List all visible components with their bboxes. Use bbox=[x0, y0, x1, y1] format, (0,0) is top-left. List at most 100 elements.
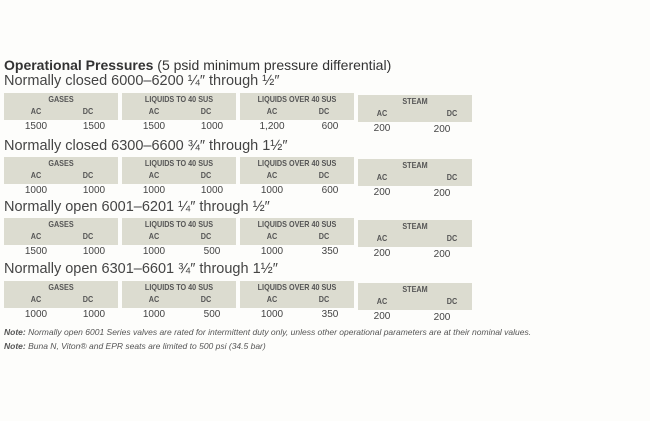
dc-header: DC bbox=[318, 294, 330, 304]
dc-value: 500 bbox=[203, 309, 221, 320]
ac-value: 1000 bbox=[260, 309, 284, 320]
ac-header: AC bbox=[30, 170, 42, 180]
column-group-header: LIQUIDS TO 40 SUS AC DC bbox=[122, 218, 236, 245]
dc-header: DC bbox=[82, 170, 94, 180]
note-1: Note: Normally open 6001 Series valves a… bbox=[4, 327, 531, 337]
ac-value: 1,200 bbox=[259, 121, 285, 132]
dc-header: DC bbox=[318, 170, 330, 180]
dc-header: DC bbox=[318, 106, 330, 116]
group-title: STEAM bbox=[402, 284, 428, 294]
group-title: STEAM bbox=[402, 221, 428, 231]
ac-value: 1000 bbox=[24, 185, 48, 196]
note-text: Buna N, Viton® and EPR seats are limited… bbox=[25, 341, 266, 351]
dc-value: 350 bbox=[321, 309, 339, 320]
group-title: LIQUIDS TO 40 SUS bbox=[144, 158, 214, 168]
group-title: LIQUIDS OVER 40 SUS bbox=[257, 158, 337, 168]
ac-value: 200 bbox=[373, 187, 391, 198]
dc-header: DC bbox=[200, 294, 212, 304]
note-2: Note: Buna N, Viton® and EPR seats are l… bbox=[4, 341, 266, 351]
group-title: LIQUIDS OVER 40 SUS bbox=[257, 94, 337, 104]
section-label: Normally closed 6300–6600 ¾″ through 1½″ bbox=[4, 138, 288, 154]
note-label: Note: bbox=[4, 341, 26, 351]
dc-header: DC bbox=[200, 106, 212, 116]
column-group-header: GASES AC DC bbox=[4, 281, 118, 308]
column-group-header: GASES AC DC bbox=[4, 93, 118, 120]
section-label: Normally closed 6000–6200 ¼″ through ½″ bbox=[4, 73, 280, 89]
dc-value: 200 bbox=[433, 249, 451, 260]
ac-header: AC bbox=[376, 233, 388, 243]
group-title: GASES bbox=[48, 158, 74, 168]
ac-value: 1000 bbox=[142, 185, 166, 196]
ac-header: AC bbox=[376, 108, 388, 118]
ac-value: 200 bbox=[373, 248, 391, 259]
ac-value: 1000 bbox=[24, 309, 48, 320]
note-label: Note: bbox=[4, 327, 26, 337]
dc-value: 600 bbox=[321, 121, 339, 132]
ac-header: AC bbox=[266, 294, 278, 304]
ac-header: AC bbox=[266, 231, 278, 241]
dc-value: 200 bbox=[433, 188, 451, 199]
ac-value: 1500 bbox=[24, 246, 48, 257]
column-group-header: STEAM AC DC bbox=[358, 159, 472, 186]
group-title: STEAM bbox=[402, 160, 428, 170]
ac-header: AC bbox=[266, 170, 278, 180]
ac-value: 1000 bbox=[142, 309, 166, 320]
dc-header: DC bbox=[200, 231, 212, 241]
column-group-header: LIQUIDS OVER 40 SUS AC DC bbox=[240, 93, 354, 120]
dc-header: DC bbox=[82, 231, 94, 241]
group-title: STEAM bbox=[402, 96, 428, 106]
title-bold: Operational Pressures bbox=[4, 57, 154, 73]
group-title: LIQUIDS OVER 40 SUS bbox=[257, 282, 337, 292]
group-title: LIQUIDS TO 40 SUS bbox=[144, 282, 214, 292]
dc-header: DC bbox=[446, 296, 458, 306]
dc-value: 1000 bbox=[200, 121, 224, 132]
dc-value: 350 bbox=[321, 246, 339, 257]
page-title: Operational Pressures (5 psid minimum pr… bbox=[4, 57, 391, 73]
ac-value: 200 bbox=[373, 311, 391, 322]
column-group-header: STEAM AC DC bbox=[358, 220, 472, 247]
column-group-header: LIQUIDS OVER 40 SUS AC DC bbox=[240, 281, 354, 308]
group-title: GASES bbox=[48, 282, 74, 292]
ac-header: AC bbox=[148, 231, 160, 241]
column-group-header: GASES AC DC bbox=[4, 157, 118, 184]
column-group-header: LIQUIDS OVER 40 SUS AC DC bbox=[240, 157, 354, 184]
group-title: GASES bbox=[48, 219, 74, 229]
dc-header: DC bbox=[446, 233, 458, 243]
section-label: Normally open 6301–6601 ¾″ through 1½″ bbox=[4, 261, 278, 277]
ac-header: AC bbox=[30, 106, 42, 116]
ac-value: 200 bbox=[373, 123, 391, 134]
dc-value: 1000 bbox=[200, 185, 224, 196]
section-label: Normally open 6001–6201 ¼″ through ½″ bbox=[4, 199, 270, 215]
ac-value: 1500 bbox=[24, 121, 48, 132]
ac-header: AC bbox=[376, 172, 388, 182]
note-text: Normally open 6001 Series valves are rat… bbox=[25, 327, 532, 337]
dc-value: 1000 bbox=[82, 309, 106, 320]
ac-header: AC bbox=[148, 294, 160, 304]
ac-header: AC bbox=[30, 294, 42, 304]
column-group-header: LIQUIDS TO 40 SUS AC DC bbox=[122, 157, 236, 184]
dc-value: 1000 bbox=[82, 185, 106, 196]
column-group-header: LIQUIDS OVER 40 SUS AC DC bbox=[240, 218, 354, 245]
dc-header: DC bbox=[446, 172, 458, 182]
group-title: GASES bbox=[48, 94, 74, 104]
ac-header: AC bbox=[148, 106, 160, 116]
column-group-header: LIQUIDS TO 40 SUS AC DC bbox=[122, 281, 236, 308]
ac-header: AC bbox=[376, 296, 388, 306]
column-group-header: LIQUIDS TO 40 SUS AC DC bbox=[122, 93, 236, 120]
ac-value: 1000 bbox=[260, 246, 284, 257]
title-rest: (5 psid minimum pressure differential) bbox=[153, 57, 392, 73]
ac-header: AC bbox=[30, 231, 42, 241]
dc-value: 1000 bbox=[82, 246, 106, 257]
group-title: LIQUIDS TO 40 SUS bbox=[144, 94, 214, 104]
dc-header: DC bbox=[200, 170, 212, 180]
dc-header: DC bbox=[82, 294, 94, 304]
group-title: LIQUIDS TO 40 SUS bbox=[144, 219, 214, 229]
dc-value: 200 bbox=[433, 312, 451, 323]
ac-header: AC bbox=[266, 106, 278, 116]
group-title: LIQUIDS OVER 40 SUS bbox=[257, 219, 337, 229]
dc-header: DC bbox=[82, 106, 94, 116]
dc-value: 1500 bbox=[82, 121, 106, 132]
dc-value: 200 bbox=[433, 124, 451, 135]
dc-header: DC bbox=[318, 231, 330, 241]
